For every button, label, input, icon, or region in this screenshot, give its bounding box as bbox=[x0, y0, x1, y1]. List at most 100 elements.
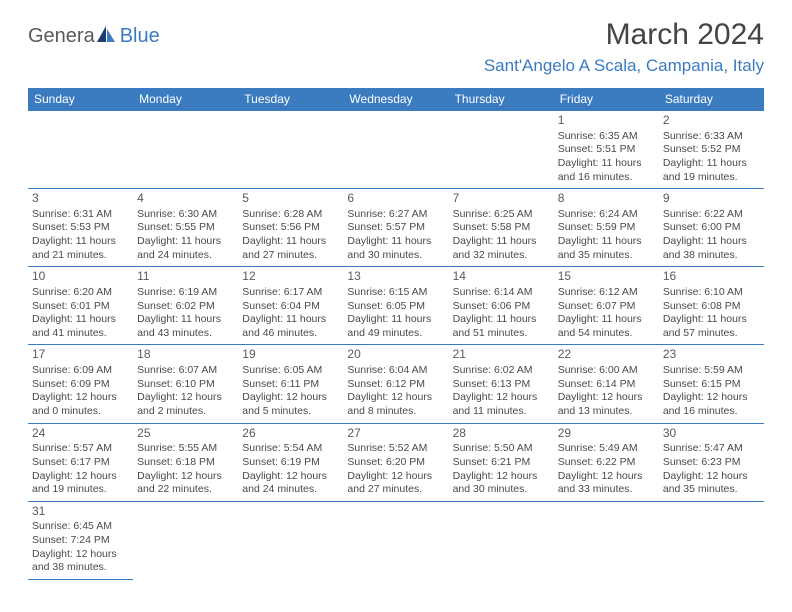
day-details: Sunrise: 6:27 AMSunset: 5:57 PMDaylight:… bbox=[347, 208, 444, 263]
day-details: Sunrise: 5:55 AMSunset: 6:18 PMDaylight:… bbox=[137, 442, 234, 497]
day-number: 24 bbox=[32, 426, 129, 442]
day-details: Sunrise: 6:33 AMSunset: 5:52 PMDaylight:… bbox=[663, 130, 760, 185]
detail-line: Sunrise: 5:50 AM bbox=[453, 442, 550, 456]
calendar-cell: 30Sunrise: 5:47 AMSunset: 6:23 PMDayligh… bbox=[659, 423, 764, 501]
detail-line: Sunset: 5:55 PM bbox=[137, 221, 234, 235]
day-details: Sunrise: 5:57 AMSunset: 6:17 PMDaylight:… bbox=[32, 442, 129, 497]
detail-line: Sunset: 6:11 PM bbox=[242, 378, 339, 392]
detail-line: Sunset: 7:24 PM bbox=[32, 534, 129, 548]
detail-line: and 46 minutes. bbox=[242, 327, 339, 341]
day-details: Sunrise: 6:45 AMSunset: 7:24 PMDaylight:… bbox=[32, 520, 129, 575]
detail-line: Daylight: 11 hours bbox=[453, 235, 550, 249]
detail-line: Sunset: 6:01 PM bbox=[32, 300, 129, 314]
calendar-cell: 21Sunrise: 6:02 AMSunset: 6:13 PMDayligh… bbox=[449, 345, 554, 423]
calendar-cell: 6Sunrise: 6:27 AMSunset: 5:57 PMDaylight… bbox=[343, 189, 448, 267]
detail-line: Daylight: 12 hours bbox=[347, 391, 444, 405]
detail-line: Sunset: 6:05 PM bbox=[347, 300, 444, 314]
detail-line: and 0 minutes. bbox=[32, 405, 129, 419]
calendar-cell: 7Sunrise: 6:25 AMSunset: 5:58 PMDaylight… bbox=[449, 189, 554, 267]
day-number: 21 bbox=[453, 347, 550, 363]
day-details: Sunrise: 6:05 AMSunset: 6:11 PMDaylight:… bbox=[242, 364, 339, 419]
day-details: Sunrise: 6:15 AMSunset: 6:05 PMDaylight:… bbox=[347, 286, 444, 341]
calendar-cell: 17Sunrise: 6:09 AMSunset: 6:09 PMDayligh… bbox=[28, 345, 133, 423]
detail-line: Daylight: 11 hours bbox=[347, 235, 444, 249]
detail-line: Sunset: 6:12 PM bbox=[347, 378, 444, 392]
detail-line: and 19 minutes. bbox=[663, 171, 760, 185]
detail-line: Sunrise: 6:02 AM bbox=[453, 364, 550, 378]
detail-line: Sunrise: 5:57 AM bbox=[32, 442, 129, 456]
detail-line: Sunset: 6:22 PM bbox=[558, 456, 655, 470]
detail-line: and 16 minutes. bbox=[558, 171, 655, 185]
day-details: Sunrise: 6:04 AMSunset: 6:12 PMDaylight:… bbox=[347, 364, 444, 419]
day-details: Sunrise: 5:59 AMSunset: 6:15 PMDaylight:… bbox=[663, 364, 760, 419]
weekday-header: Monday bbox=[133, 88, 238, 111]
day-details: Sunrise: 6:30 AMSunset: 5:55 PMDaylight:… bbox=[137, 208, 234, 263]
day-details: Sunrise: 5:47 AMSunset: 6:23 PMDaylight:… bbox=[663, 442, 760, 497]
calendar-cell: 27Sunrise: 5:52 AMSunset: 6:20 PMDayligh… bbox=[343, 423, 448, 501]
calendar-cell: 8Sunrise: 6:24 AMSunset: 5:59 PMDaylight… bbox=[554, 189, 659, 267]
detail-line: Daylight: 12 hours bbox=[32, 470, 129, 484]
detail-line: and 27 minutes. bbox=[347, 483, 444, 497]
detail-line: and 43 minutes. bbox=[137, 327, 234, 341]
detail-line: and 30 minutes. bbox=[347, 249, 444, 263]
day-details: Sunrise: 5:49 AMSunset: 6:22 PMDaylight:… bbox=[558, 442, 655, 497]
calendar-cell: 2Sunrise: 6:33 AMSunset: 5:52 PMDaylight… bbox=[659, 111, 764, 189]
day-number: 27 bbox=[347, 426, 444, 442]
calendar-row: 3Sunrise: 6:31 AMSunset: 5:53 PMDaylight… bbox=[28, 189, 764, 267]
calendar-cell: 20Sunrise: 6:04 AMSunset: 6:12 PMDayligh… bbox=[343, 345, 448, 423]
detail-line: Sunrise: 6:09 AM bbox=[32, 364, 129, 378]
day-number: 22 bbox=[558, 347, 655, 363]
detail-line: Sunset: 6:23 PM bbox=[663, 456, 760, 470]
calendar-body: 1Sunrise: 6:35 AMSunset: 5:51 PMDaylight… bbox=[28, 111, 764, 580]
detail-line: Daylight: 11 hours bbox=[242, 313, 339, 327]
detail-line: Daylight: 11 hours bbox=[453, 313, 550, 327]
header: Genera Blue March 2024 Sant'Angelo A Sca… bbox=[28, 18, 764, 76]
detail-line: Sunrise: 6:10 AM bbox=[663, 286, 760, 300]
detail-line: and 38 minutes. bbox=[663, 249, 760, 263]
day-number: 17 bbox=[32, 347, 129, 363]
calendar-cell: 15Sunrise: 6:12 AMSunset: 6:07 PMDayligh… bbox=[554, 267, 659, 345]
calendar-cell: 29Sunrise: 5:49 AMSunset: 6:22 PMDayligh… bbox=[554, 423, 659, 501]
detail-line: Sunset: 6:07 PM bbox=[558, 300, 655, 314]
calendar-row: 31Sunrise: 6:45 AMSunset: 7:24 PMDayligh… bbox=[28, 501, 764, 579]
detail-line: Daylight: 12 hours bbox=[32, 548, 129, 562]
calendar-cell: 18Sunrise: 6:07 AMSunset: 6:10 PMDayligh… bbox=[133, 345, 238, 423]
day-details: Sunrise: 6:17 AMSunset: 6:04 PMDaylight:… bbox=[242, 286, 339, 341]
detail-line: Sunrise: 6:35 AM bbox=[558, 130, 655, 144]
day-number: 10 bbox=[32, 269, 129, 285]
detail-line: Sunrise: 6:30 AM bbox=[137, 208, 234, 222]
calendar-cell bbox=[238, 111, 343, 189]
detail-line: Sunset: 6:21 PM bbox=[453, 456, 550, 470]
detail-line: and 21 minutes. bbox=[32, 249, 129, 263]
day-details: Sunrise: 6:24 AMSunset: 5:59 PMDaylight:… bbox=[558, 208, 655, 263]
day-details: Sunrise: 6:10 AMSunset: 6:08 PMDaylight:… bbox=[663, 286, 760, 341]
detail-line: Daylight: 12 hours bbox=[663, 391, 760, 405]
calendar-cell bbox=[449, 501, 554, 579]
weekday-header-row: Sunday Monday Tuesday Wednesday Thursday… bbox=[28, 88, 764, 111]
detail-line: Sunrise: 5:59 AM bbox=[663, 364, 760, 378]
detail-line: and 49 minutes. bbox=[347, 327, 444, 341]
detail-line: and 27 minutes. bbox=[242, 249, 339, 263]
detail-line: Sunrise: 5:55 AM bbox=[137, 442, 234, 456]
calendar-cell bbox=[238, 501, 343, 579]
detail-line: Daylight: 11 hours bbox=[558, 235, 655, 249]
calendar-cell: 14Sunrise: 6:14 AMSunset: 6:06 PMDayligh… bbox=[449, 267, 554, 345]
calendar-row: 1Sunrise: 6:35 AMSunset: 5:51 PMDaylight… bbox=[28, 111, 764, 189]
detail-line: Sunrise: 6:22 AM bbox=[663, 208, 760, 222]
detail-line: Sunrise: 5:49 AM bbox=[558, 442, 655, 456]
day-details: Sunrise: 6:28 AMSunset: 5:56 PMDaylight:… bbox=[242, 208, 339, 263]
detail-line: and 19 minutes. bbox=[32, 483, 129, 497]
sail-icon bbox=[95, 24, 117, 49]
title-block: March 2024 Sant'Angelo A Scala, Campania… bbox=[484, 18, 764, 76]
detail-line: Sunset: 6:17 PM bbox=[32, 456, 129, 470]
calendar-table: Sunday Monday Tuesday Wednesday Thursday… bbox=[28, 88, 764, 580]
detail-line: and 54 minutes. bbox=[558, 327, 655, 341]
detail-line: Sunrise: 6:14 AM bbox=[453, 286, 550, 300]
detail-line: Sunrise: 6:12 AM bbox=[558, 286, 655, 300]
detail-line: Sunset: 5:51 PM bbox=[558, 143, 655, 157]
detail-line: Sunset: 5:52 PM bbox=[663, 143, 760, 157]
detail-line: Sunrise: 6:31 AM bbox=[32, 208, 129, 222]
month-title: March 2024 bbox=[484, 18, 764, 52]
calendar-cell: 4Sunrise: 6:30 AMSunset: 5:55 PMDaylight… bbox=[133, 189, 238, 267]
calendar-cell: 31Sunrise: 6:45 AMSunset: 7:24 PMDayligh… bbox=[28, 501, 133, 579]
